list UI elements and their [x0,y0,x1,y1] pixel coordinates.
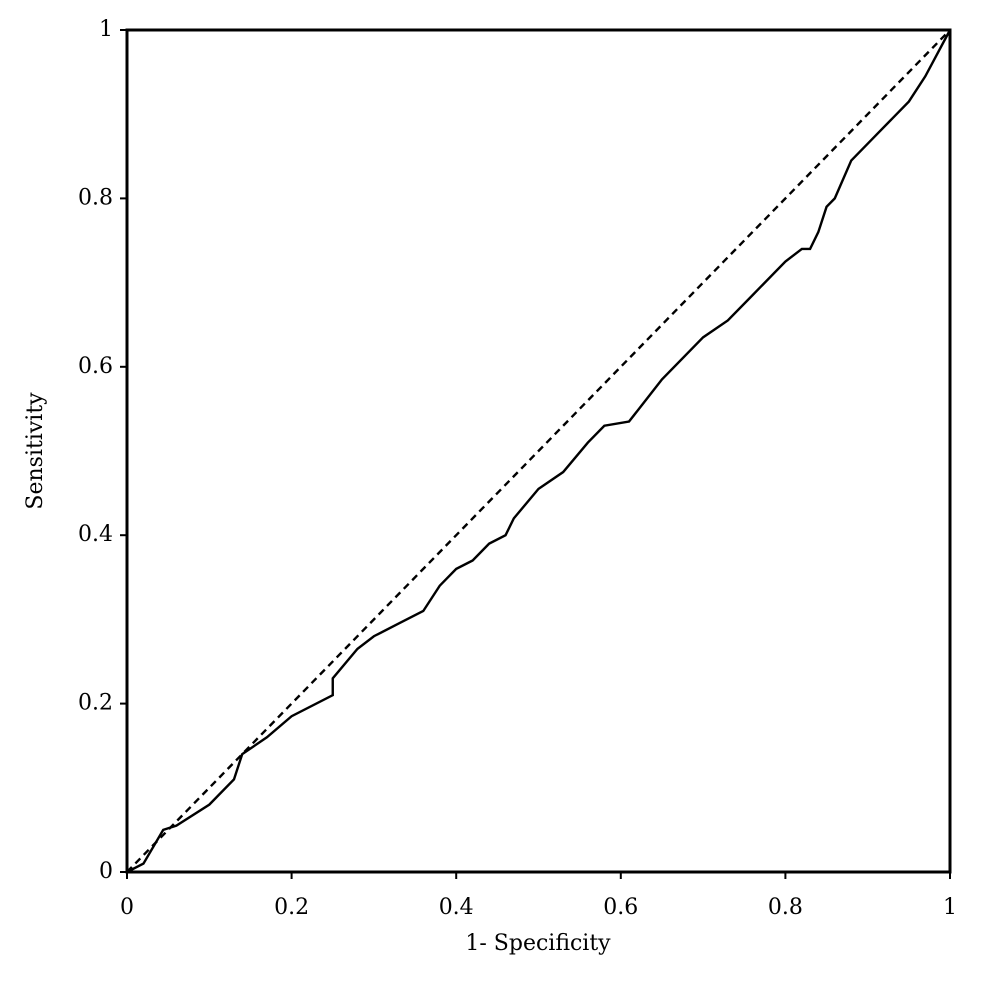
x-tick-label: 1 [943,895,957,920]
x-tick-label: 0 [120,895,134,920]
x-tick-label: 0.8 [768,895,803,920]
roc-curve [126,29,952,874]
y-tick-label: 0.2 [78,691,113,716]
x-axis-label: 1- Specificity [465,931,611,956]
y-tick-label: 0 [99,859,113,884]
y-tick-label: 0.6 [78,354,113,379]
plot-frame [125,28,952,874]
y-axis-label: Sensitivity [23,392,48,510]
y-tick-label: 0.4 [78,522,113,547]
y-tick-label: 0.8 [78,185,113,210]
reference-line [126,29,951,873]
y-tick-label: 1 [99,17,113,42]
x-tick-label: 0.2 [274,895,309,920]
x-tick-label: 0.6 [603,895,638,920]
x-tick-label: 0.4 [439,895,474,920]
